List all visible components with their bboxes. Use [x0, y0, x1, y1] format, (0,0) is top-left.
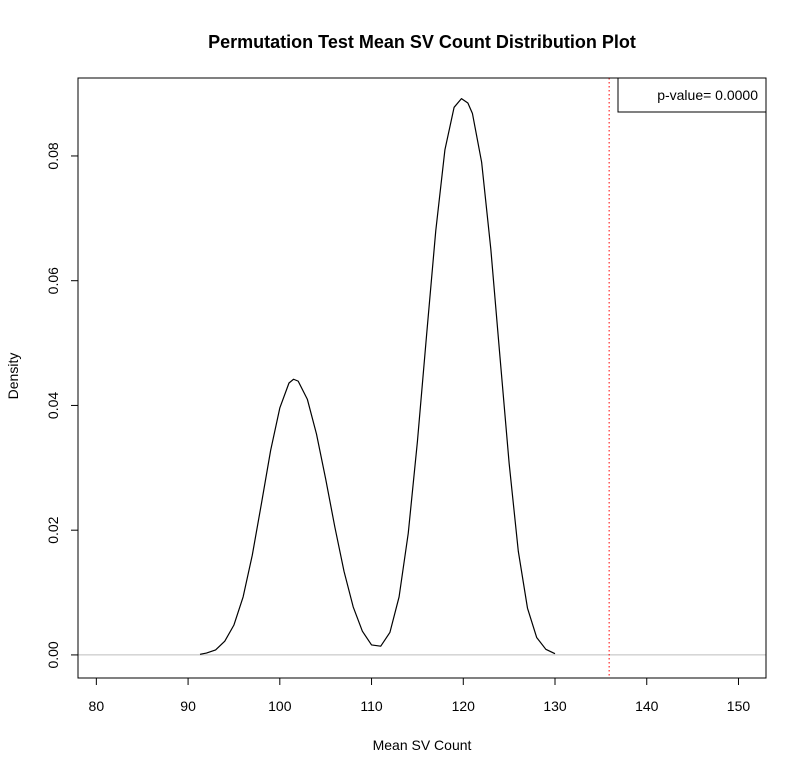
legend-box: [617, 77, 767, 113]
y-tick-label: 0.06: [45, 267, 61, 294]
y-tick-label: 0.00: [45, 641, 61, 668]
x-axis-label: Mean SV Count: [373, 737, 472, 753]
x-tick-label: 130: [543, 698, 567, 714]
y-tick-label: 0.08: [45, 142, 61, 169]
chart-title: Permutation Test Mean SV Count Distribut…: [208, 32, 636, 52]
plot-frame: [77, 77, 767, 679]
x-tick-label: 100: [268, 698, 292, 714]
plot-area: [77, 77, 767, 679]
x-tick-label: 140: [635, 698, 659, 714]
x-tick-label: 110: [360, 698, 383, 714]
y-axis: 0.00 0.02 0.04 0.06 0.08: [45, 142, 78, 669]
legend: p-value= 0.0000: [617, 77, 767, 113]
x-tick-label: 150: [727, 698, 751, 714]
x-axis: 80 90 100 110 120 130 140 150: [89, 678, 751, 714]
y-tick-label: 0.02: [45, 516, 61, 543]
x-tick-label: 80: [89, 698, 105, 714]
legend-text: p-value= 0.0000: [657, 87, 758, 103]
x-tick-label: 120: [452, 698, 476, 714]
density-curve: [199, 97, 556, 655]
y-axis-label: Density: [5, 353, 21, 400]
y-tick-label: 0.04: [45, 392, 61, 419]
x-tick-label: 90: [180, 698, 196, 714]
